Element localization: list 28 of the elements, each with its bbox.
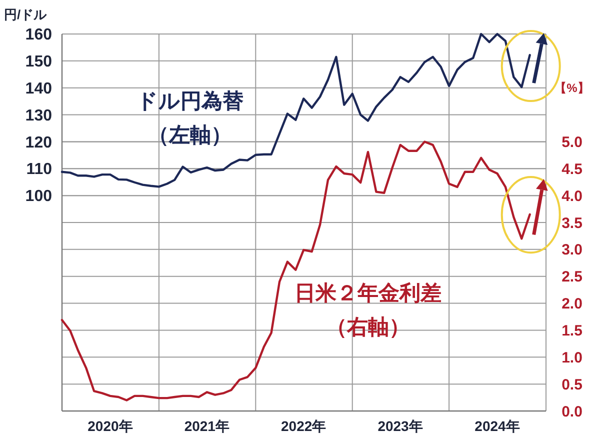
y2-tick-label: 2.5: [562, 268, 582, 286]
y2-tick-label: 1.5: [562, 322, 582, 340]
y2-tick-label: 1.0: [562, 349, 582, 366]
y2-tick-label: 3.0: [562, 242, 582, 259]
y2-tick-label: 3.5: [562, 214, 582, 232]
x-tick-label: 2023年: [378, 418, 423, 434]
y-tick-label: 110: [26, 161, 52, 178]
x-tick-label: 2020年: [88, 418, 133, 434]
y2-tick-label: 0.5: [562, 376, 582, 394]
series-label: 日米２年金利差（右軸）: [294, 282, 442, 339]
y-tick-label: 100: [25, 188, 52, 206]
y2-tick-label: 0.0: [562, 403, 582, 420]
y2-axis-title: 【%】: [554, 81, 590, 96]
x-tick-label: 2022年: [281, 418, 326, 434]
line-series: [60, 32, 531, 188]
y2-tick-label: 2.0: [562, 296, 582, 313]
y-tick-label: 130: [25, 107, 52, 124]
y2-tick-label: 4.5: [562, 160, 582, 178]
x-tick-label: 2024年: [474, 418, 520, 434]
y-tick-label: 140: [25, 80, 52, 98]
series-label: ドル円為替（左軸）: [136, 90, 244, 147]
x-tick-label: 2021年: [184, 418, 230, 434]
y2-tick-label: 4.0: [562, 188, 582, 205]
y-tick-label: 160: [25, 26, 52, 44]
y-axis-title: 円/ドル: [4, 7, 48, 22]
y2-tick-label: 5.0: [562, 134, 582, 151]
y-tick-label: 150: [25, 54, 52, 71]
y-tick-label: 120: [25, 134, 52, 152]
